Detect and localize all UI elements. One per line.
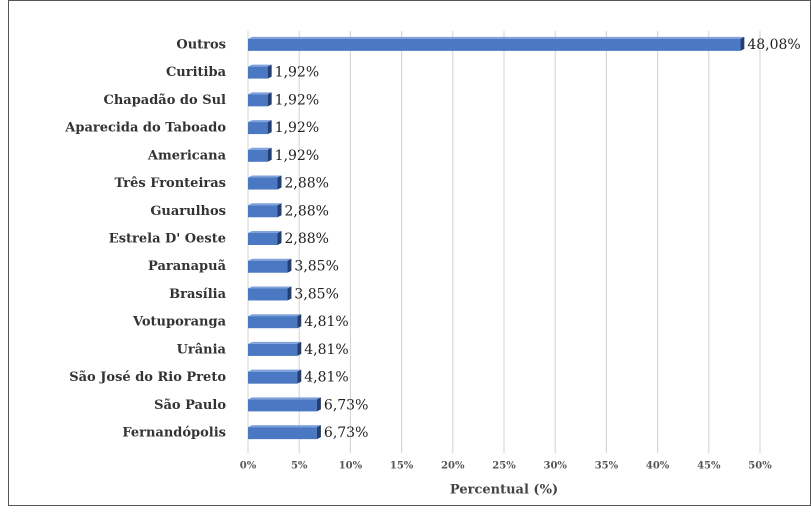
x-tick-label: 30% [543, 461, 567, 472]
data-label: 48,08% [747, 37, 800, 53]
y-tick-label: Aparecida do Taboado [64, 121, 226, 136]
data-label: 1,92% [275, 120, 319, 136]
y-tick-label: Estrela D' Oeste [109, 232, 226, 247]
y-tick-label: São José do Rio Preto [69, 370, 226, 385]
bar [248, 231, 282, 245]
bar [248, 147, 272, 162]
bar [248, 341, 302, 356]
x-axis-title: Percentual (%) [450, 483, 558, 498]
bar [248, 369, 302, 384]
data-label: 1,92% [275, 65, 319, 81]
data-label: 4,81% [304, 370, 348, 386]
data-label: 1,92% [275, 92, 319, 108]
data-label: 2,88% [284, 231, 328, 247]
bar [248, 314, 302, 329]
bar [248, 286, 292, 301]
data-label: 3,85% [294, 286, 338, 302]
data-label: 2,88% [284, 203, 328, 219]
data-label: 3,85% [294, 259, 338, 275]
y-tick-label: Outros [176, 37, 226, 52]
data-label: 6,73% [324, 397, 368, 413]
y-tick-label: São Paulo [154, 398, 226, 413]
y-tick-label: Chapadão do Sul [103, 93, 226, 108]
x-tick-label: 45% [697, 461, 721, 472]
data-label: 4,81% [304, 314, 348, 330]
x-tick-label: 5% [291, 461, 308, 472]
x-tick-label: 15% [390, 461, 414, 472]
y-tick-label: Três Fronteiras [115, 176, 226, 191]
x-tick-label: 25% [492, 461, 516, 472]
y-tick-label: Curitiba [166, 65, 227, 80]
y-tick-label: Urânia [177, 342, 227, 357]
x-tick-label: 40% [646, 461, 670, 472]
y-tick-label: Votuporanga [132, 315, 227, 330]
bar [248, 397, 321, 412]
bar [248, 175, 282, 190]
y-tick-label: Americana [147, 148, 227, 163]
bar [248, 120, 272, 135]
y-tick-label: Brasília [169, 287, 226, 302]
x-tick-label: 50% [748, 461, 772, 472]
data-label: 6,73% [324, 425, 368, 441]
y-tick-label: Fernandópolis [122, 426, 226, 441]
bar [248, 258, 292, 273]
data-label: 4,81% [304, 342, 348, 358]
data-label: 1,92% [275, 148, 319, 164]
y-tick-label: Guarulhos [150, 204, 226, 219]
bar [248, 64, 272, 79]
bar [248, 203, 282, 218]
x-tick-label: 0% [240, 461, 257, 472]
bar [248, 425, 321, 440]
x-tick-label: 10% [339, 461, 363, 472]
bar [248, 36, 745, 51]
x-tick-label: 20% [441, 461, 465, 472]
bar [248, 92, 272, 107]
x-tick-label: 35% [595, 461, 619, 472]
data-label: 2,88% [284, 176, 328, 192]
y-tick-label: Paranapuã [148, 259, 227, 274]
